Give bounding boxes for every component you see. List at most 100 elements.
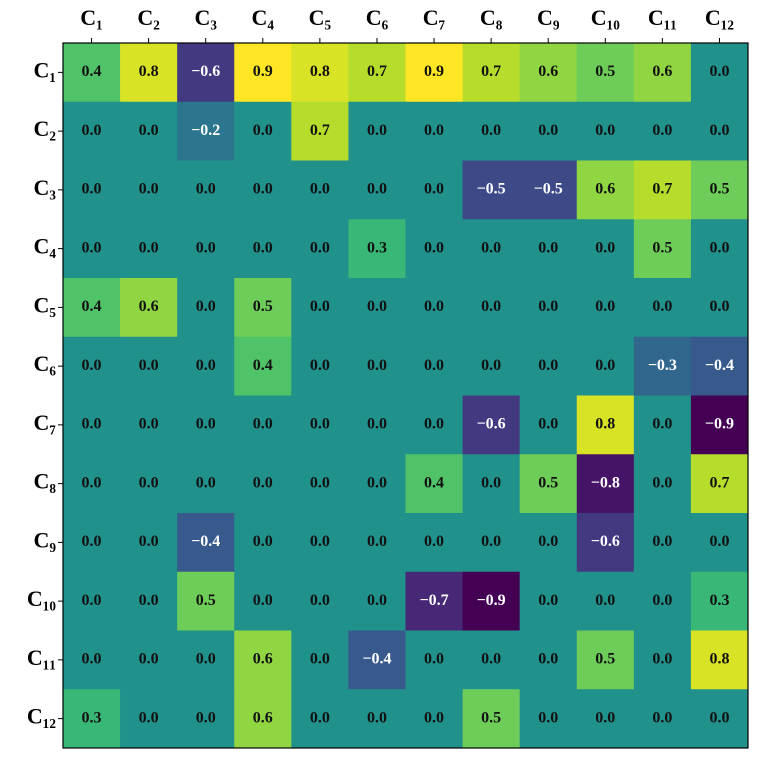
cell xyxy=(690,43,749,103)
cell xyxy=(177,160,235,220)
cell xyxy=(405,513,464,573)
cell xyxy=(462,219,521,279)
cell-label: 0.0 xyxy=(310,416,330,433)
cell-label: 0.0 xyxy=(652,651,672,668)
cell-label: 0.0 xyxy=(481,651,501,668)
cell-label: 0.0 xyxy=(595,239,615,256)
cell xyxy=(348,336,406,396)
cell xyxy=(462,689,521,749)
cell-label: 0.0 xyxy=(424,239,444,256)
cell xyxy=(120,513,178,573)
x-tick-label: C₆ xyxy=(366,5,389,30)
cell-label: 0.0 xyxy=(538,298,558,315)
cell-label: 0.0 xyxy=(310,474,330,491)
cell xyxy=(120,101,178,161)
cell xyxy=(291,395,349,455)
cell-label: 0.0 xyxy=(82,592,102,609)
cell xyxy=(405,689,464,749)
cell-label: 0.0 xyxy=(310,357,330,374)
y-tick-label: C₁₁ xyxy=(27,645,56,670)
cell-label: 0.0 xyxy=(481,474,501,491)
cell xyxy=(291,689,349,749)
cell xyxy=(462,454,521,514)
cell-label: 0.0 xyxy=(481,239,501,256)
cell-label: 0.0 xyxy=(652,533,672,550)
x-tick-label: C₉ xyxy=(537,5,560,30)
y-tick-label: C₉ xyxy=(34,527,57,552)
cell-label: 0.5 xyxy=(253,298,273,315)
cell-label: 0.0 xyxy=(481,533,501,550)
cell xyxy=(633,395,692,455)
cell-label: 0.7 xyxy=(310,122,330,139)
cell-label: 0.0 xyxy=(139,533,159,550)
cell xyxy=(291,571,349,631)
cell-label: 0.0 xyxy=(310,533,330,550)
cell-label: 0.5 xyxy=(595,651,615,668)
cell-label: 0.0 xyxy=(538,651,558,668)
cell-label: 0.0 xyxy=(139,474,159,491)
cell xyxy=(690,630,749,690)
x-tick-label: C₈ xyxy=(480,5,503,30)
cell xyxy=(633,219,692,279)
x-tick-label: C₁₀ xyxy=(591,5,620,30)
cell-label: 0.0 xyxy=(481,122,501,139)
cell-label: −0.3 xyxy=(648,357,677,374)
cell-label: 0.0 xyxy=(196,239,216,256)
cell xyxy=(348,101,406,161)
cell-label: 0.0 xyxy=(424,416,444,433)
cell-label: 0.0 xyxy=(652,298,672,315)
cell-label: 0.4 xyxy=(82,63,102,80)
cell xyxy=(63,160,121,220)
cell xyxy=(63,219,121,279)
cell-label: −0.7 xyxy=(419,592,448,609)
cell xyxy=(576,689,635,749)
cell xyxy=(177,395,235,455)
y-tick-label: C₃ xyxy=(34,175,57,200)
cell-label: 0.6 xyxy=(538,63,558,80)
cell-label: 0.0 xyxy=(82,416,102,433)
cell-label: 0.3 xyxy=(367,239,387,256)
x-tick-label: C₅ xyxy=(309,5,332,30)
cell-label: 0.0 xyxy=(196,709,216,726)
cell xyxy=(177,101,235,161)
cell xyxy=(633,454,692,514)
cell-label: 0.0 xyxy=(139,416,159,433)
cell-label: 0.0 xyxy=(709,239,729,256)
y-tick-label: C₄ xyxy=(34,234,57,259)
cell-label: 0.0 xyxy=(196,474,216,491)
cell-label: 0.0 xyxy=(424,298,444,315)
y-tick-label: C₆ xyxy=(34,351,57,376)
cell-label: −0.2 xyxy=(191,122,220,139)
cell-label: 0.0 xyxy=(538,416,558,433)
cell-label: 0.8 xyxy=(310,63,330,80)
cell-label: 0.5 xyxy=(652,239,672,256)
cell-label: 0.0 xyxy=(367,533,387,550)
cell xyxy=(120,160,178,220)
cell xyxy=(120,689,178,749)
cell-label: 0.0 xyxy=(310,709,330,726)
cell xyxy=(633,278,692,338)
cell-label: 0.0 xyxy=(196,416,216,433)
cell-label: 0.0 xyxy=(310,181,330,198)
cell-label: 0.8 xyxy=(595,416,615,433)
cell-label: 0.0 xyxy=(82,533,102,550)
cell-label: 0.0 xyxy=(139,239,159,256)
cell-label: 0.0 xyxy=(538,533,558,550)
cell xyxy=(405,571,464,631)
cell xyxy=(576,43,635,103)
cell xyxy=(234,160,292,220)
cell xyxy=(120,454,178,514)
cell-label: −0.6 xyxy=(591,533,620,550)
cell xyxy=(519,336,578,396)
cell-label: 0.7 xyxy=(481,63,501,80)
cell xyxy=(519,454,578,514)
cell xyxy=(291,454,349,514)
cell xyxy=(519,395,578,455)
cell xyxy=(576,395,635,455)
cell xyxy=(348,513,406,573)
cell-label: −0.5 xyxy=(534,181,563,198)
cell-label: 0.0 xyxy=(253,474,273,491)
cell xyxy=(348,395,406,455)
y-tick-label: C₁₀ xyxy=(27,586,56,611)
cell xyxy=(291,278,349,338)
